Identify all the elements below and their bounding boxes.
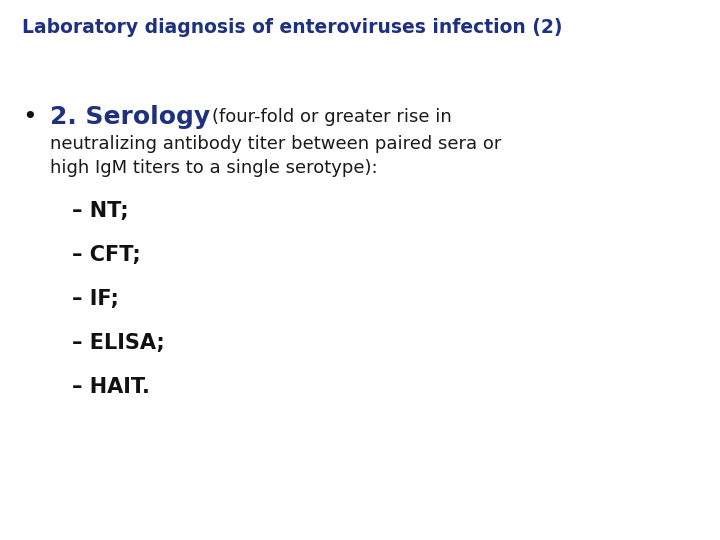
Text: – ELISA;: – ELISA; — [72, 333, 165, 353]
Text: – CFT;: – CFT; — [72, 245, 140, 265]
Text: neutralizing antibody titer between paired sera or: neutralizing antibody titer between pair… — [50, 135, 501, 153]
Text: •: • — [22, 105, 37, 129]
Text: high IgM titers to a single serotype):: high IgM titers to a single serotype): — [50, 159, 377, 177]
Text: – HAIT.: – HAIT. — [72, 377, 150, 397]
Text: (four-fold or greater rise in: (four-fold or greater rise in — [212, 108, 451, 126]
Text: – IF;: – IF; — [72, 289, 119, 309]
Text: Laboratory diagnosis of enteroviruses infection (2): Laboratory diagnosis of enteroviruses in… — [22, 18, 562, 37]
Text: – NT;: – NT; — [72, 201, 129, 221]
Text: 2. Serology: 2. Serology — [50, 105, 210, 129]
